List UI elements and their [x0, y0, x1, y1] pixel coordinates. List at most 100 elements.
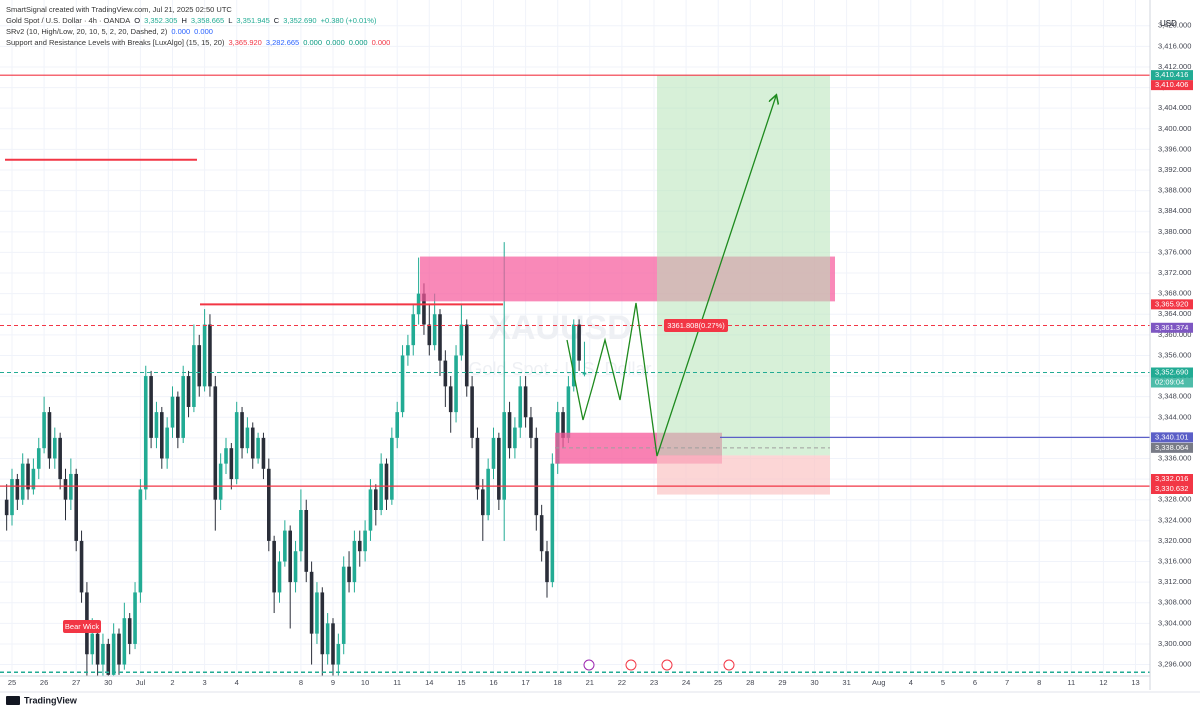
x-tick-label: 8 [1037, 678, 1041, 687]
candle-body [325, 623, 330, 655]
x-tick-label: 31 [842, 678, 850, 687]
candle-body [186, 376, 191, 407]
indicator-value: 0.000 [171, 27, 191, 36]
candle-body [149, 376, 153, 438]
y-tick-label: 3,396.000 [1158, 144, 1191, 153]
candle-body [582, 372, 587, 375]
candle-body [63, 479, 68, 500]
x-tick-label: 23 [650, 678, 658, 687]
y-tick-label: 3,296.000 [1158, 660, 1191, 669]
y-tick-label: 3,392.000 [1158, 165, 1191, 174]
candle-body [486, 468, 490, 516]
x-tick-label: 24 [682, 678, 690, 687]
candle-body [170, 396, 175, 428]
event-icon[interactable] [661, 659, 673, 671]
candle-body [176, 396, 180, 438]
indicator-value: 0.000 [348, 38, 368, 47]
ohlc-item: C [273, 16, 280, 25]
candle-body [133, 592, 137, 644]
event-icon[interactable] [625, 659, 637, 671]
y-tick-label: 3,348.000 [1158, 392, 1191, 401]
y-tick-label: 3,384.000 [1158, 206, 1191, 215]
price-label: 3,338.064 [1155, 443, 1188, 452]
x-tick-label: 11 [393, 678, 401, 687]
candle-body [101, 643, 105, 665]
ohlc-item: +0.380 (+0.01%) [320, 16, 377, 25]
candle-body [234, 412, 239, 480]
trade-label-box [664, 319, 728, 332]
candle-body [218, 463, 223, 500]
candle-body [395, 412, 399, 438]
candle-body [368, 489, 373, 531]
candle-body [53, 437, 57, 459]
candle-body [165, 427, 169, 459]
candle-body [283, 530, 287, 562]
price-label-box [1151, 484, 1193, 495]
indicator-value: 0.000 [371, 38, 391, 47]
price-label-box [1151, 80, 1193, 91]
x-tick-label: 25 [8, 678, 16, 687]
x-tick-label: 22 [618, 678, 626, 687]
candle-body [117, 633, 121, 665]
brand: TradingView [24, 695, 78, 705]
indicator-row: SRv2 (10, High/Low, 20, 10, 5, 2, 20, Da… [6, 26, 394, 37]
price-label-box [1151, 70, 1193, 81]
x-tick-label: 14 [425, 678, 433, 687]
candle-body [561, 412, 565, 438]
y-tick-label: 3,416.000 [1158, 41, 1191, 50]
y-tick-label: 3,328.000 [1158, 495, 1191, 504]
candle-body [160, 412, 164, 459]
candle-body [406, 345, 410, 356]
candle-body [571, 324, 576, 387]
candle-body [341, 566, 346, 644]
bear-wick-label: Bear Wick [65, 622, 99, 631]
candle-body [438, 314, 442, 361]
candle-body [320, 592, 325, 655]
candle-body [309, 571, 314, 634]
candle-body [95, 633, 100, 665]
price-label-box [1151, 299, 1193, 310]
price-label: 3,410.406 [1155, 80, 1188, 89]
x-tick-label: 30 [810, 678, 818, 687]
candle-body [138, 489, 143, 593]
candle-body [481, 489, 485, 516]
x-tick-label: 3 [203, 678, 207, 687]
currency: USD [1160, 19, 1177, 28]
candle-body [336, 643, 341, 665]
candle-body [363, 530, 367, 552]
event-icon[interactable] [583, 659, 595, 671]
candle-body [497, 437, 501, 500]
zone [657, 455, 830, 495]
x-tick-label: 8 [299, 678, 303, 687]
price-label: 3,340.101 [1155, 432, 1188, 441]
x-tick-label: 7 [1005, 678, 1009, 687]
countdown-box [1151, 377, 1193, 388]
candle-body [315, 592, 319, 634]
y-tick-label: 3,388.000 [1158, 186, 1191, 195]
indicator-row: Support and Resistance Levels with Break… [6, 37, 394, 48]
x-tick-label: 16 [489, 678, 497, 687]
y-tick-label: 3,304.000 [1158, 618, 1191, 627]
x-tick-label: 4 [909, 678, 913, 687]
candle-body [36, 448, 41, 469]
countdown: 02:09:04 [1155, 377, 1184, 386]
candle-body [400, 355, 405, 413]
candle-body [229, 448, 234, 480]
price-label-box [1151, 367, 1193, 378]
indicator-name: SRv2 (10, High/Low, 20, 10, 5, 2, 20, Da… [6, 27, 168, 36]
candle-body [90, 633, 95, 655]
watermark: Gold Spot · U.S. Dollar [468, 359, 651, 379]
candle-body [111, 633, 116, 675]
indicator-value: 3,365.920 [228, 38, 262, 47]
zone [657, 75, 830, 456]
candle-body [293, 551, 298, 583]
candle-body [154, 412, 159, 438]
x-tick-label: 5 [941, 678, 945, 687]
x-tick-label: 12 [1099, 678, 1107, 687]
candle-body [261, 437, 266, 469]
candle-body [534, 437, 539, 516]
candle-body [240, 412, 244, 449]
candle-body [374, 489, 378, 510]
event-icon[interactable] [723, 659, 735, 671]
